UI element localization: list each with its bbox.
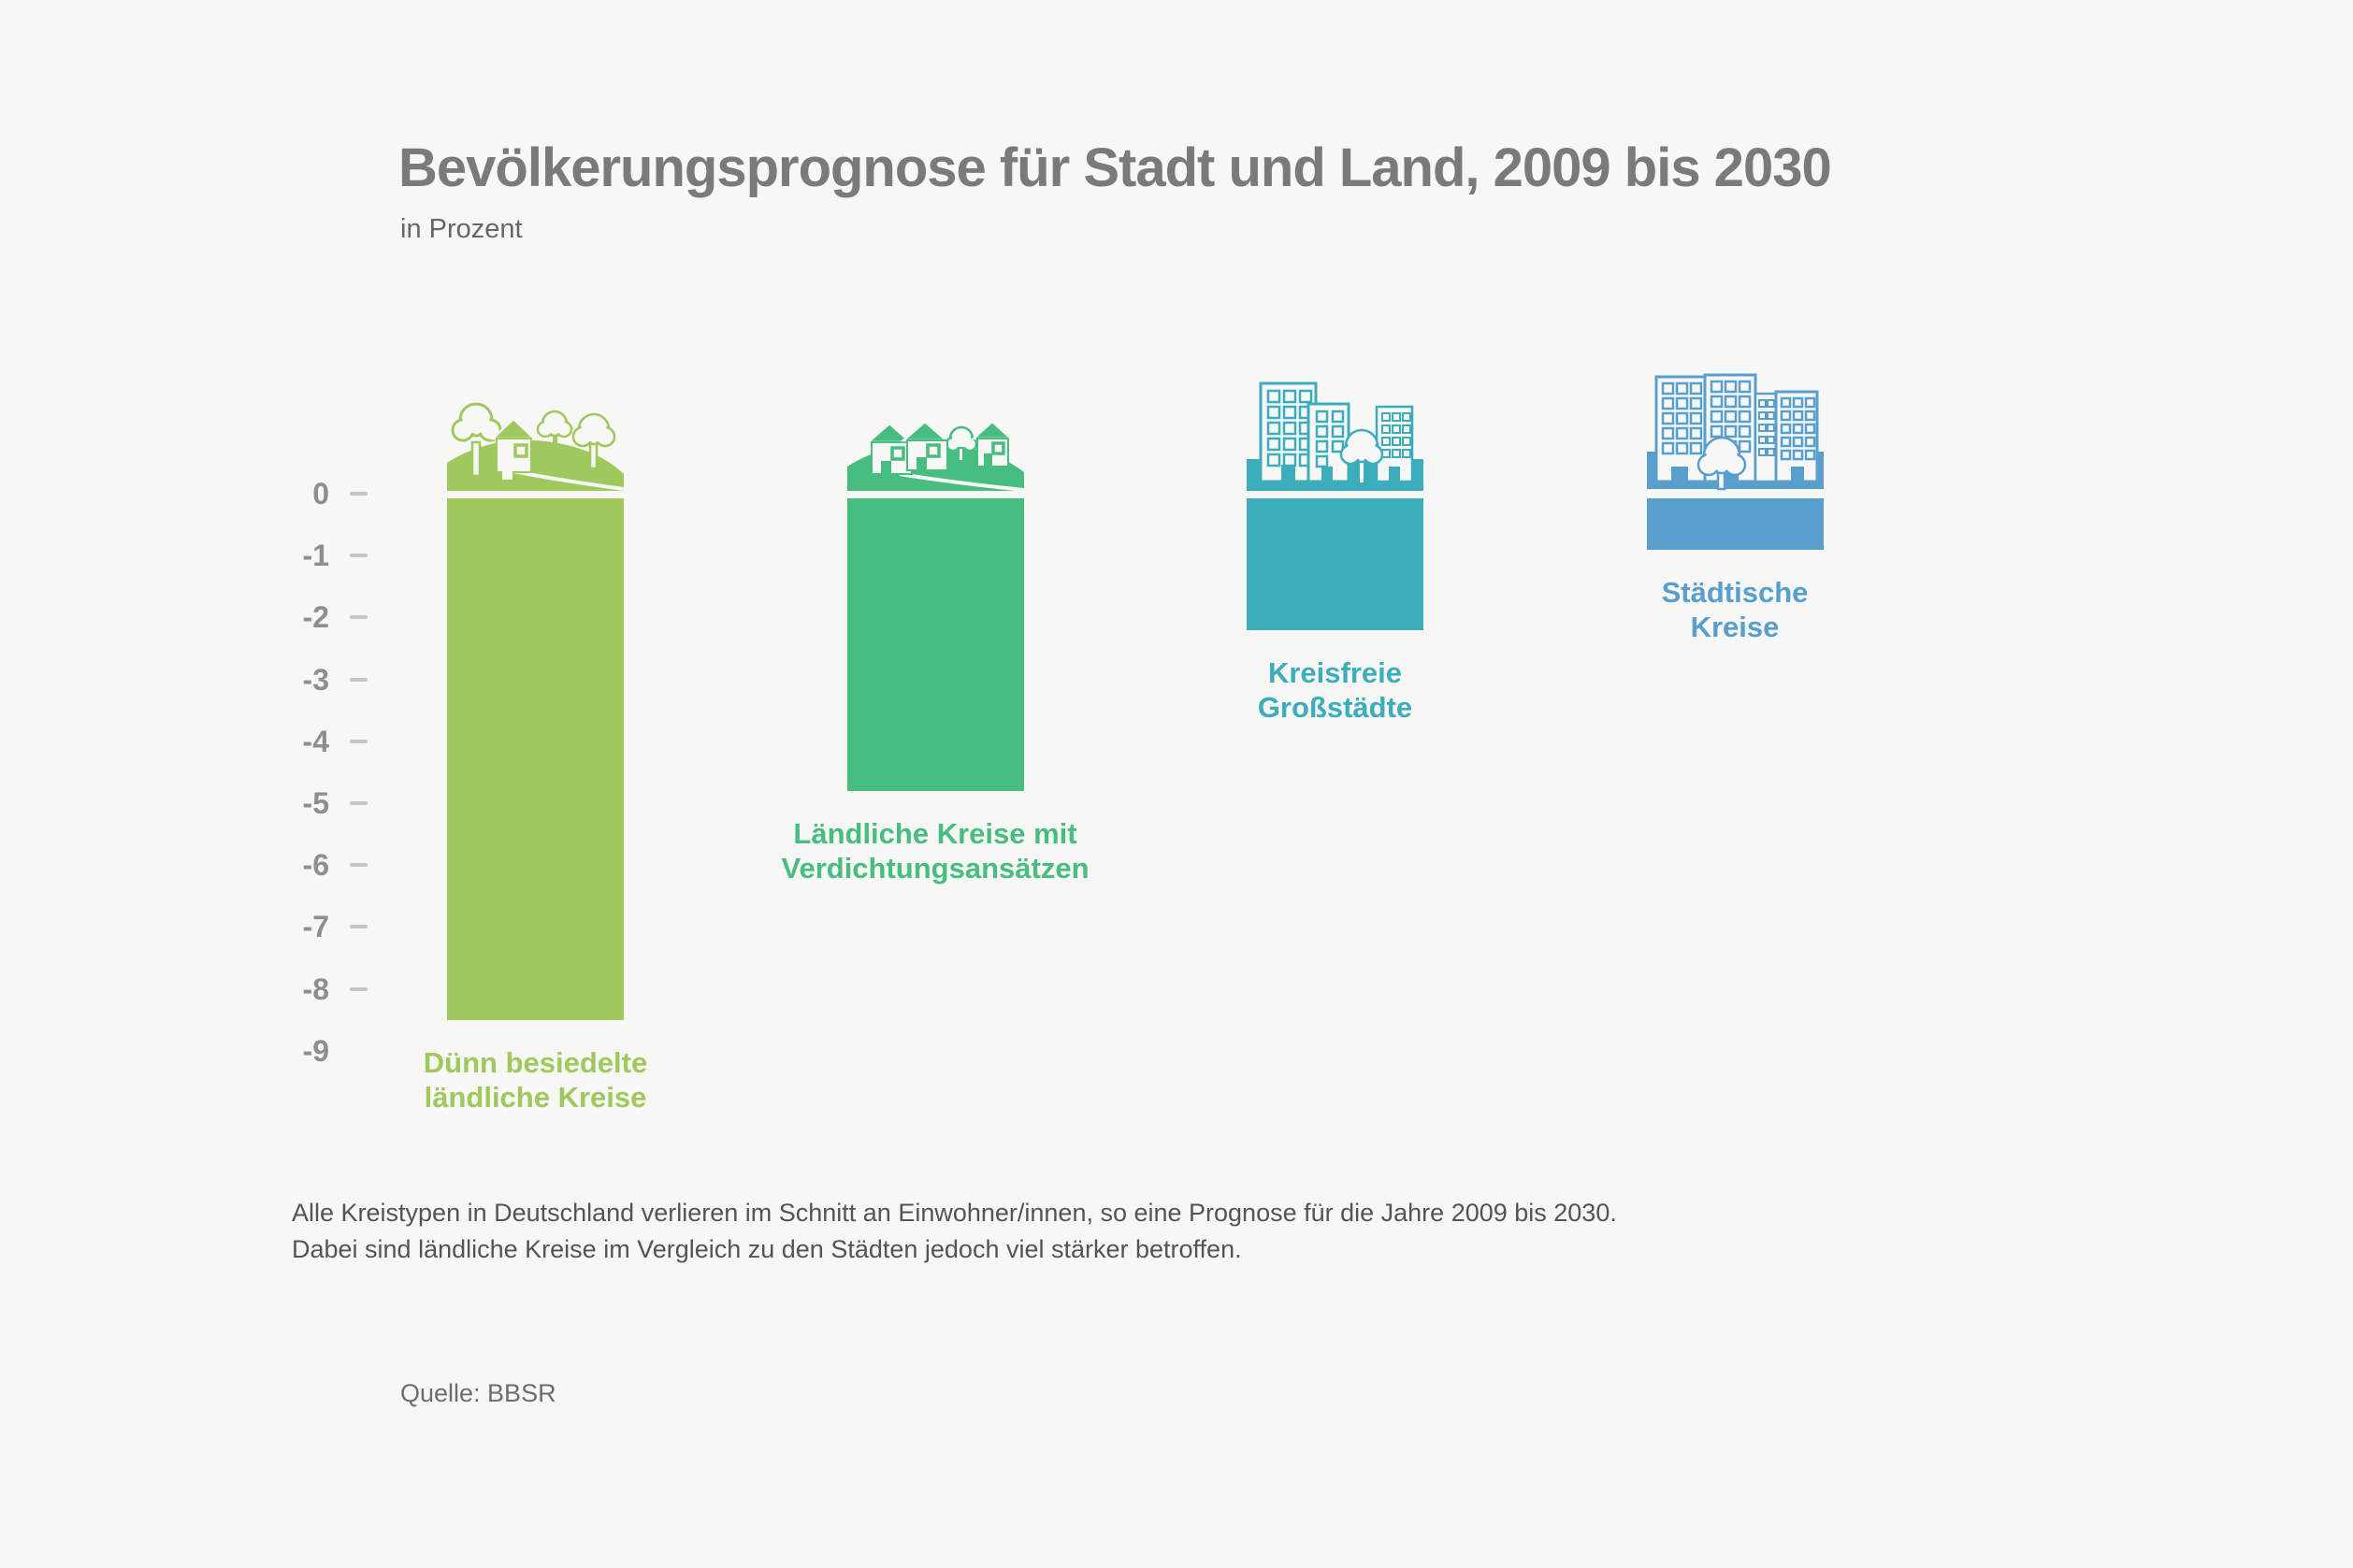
bar-group: Dünn besiedelte ländliche Kreise [424, 0, 647, 1568]
rural-sparse-icon [447, 396, 625, 496]
y-axis-tick-mark [350, 492, 368, 496]
y-axis-tick-label: -1 [302, 539, 329, 573]
bar-group: Kreisfreie Großstädte [1247, 0, 1423, 1568]
rural-village-icon [846, 420, 1024, 492]
bar [1247, 498, 1423, 630]
y-axis-tick-mark [350, 925, 368, 929]
y-axis-tick-label: -6 [302, 848, 329, 883]
y-axis-tick-label: 0 [312, 477, 329, 511]
city-icon [1247, 381, 1423, 491]
y-axis-tick-label: -7 [302, 910, 329, 944]
y-axis-tick-label: -3 [302, 662, 329, 697]
bar [1646, 498, 1824, 550]
y-axis-tick-mark [350, 554, 368, 558]
y-axis-tick-label: -2 [302, 600, 329, 635]
chart-subtitle: in Prozent [400, 214, 523, 244]
y-axis-tick-mark [350, 615, 368, 620]
y-axis-tick-label: -4 [302, 724, 329, 758]
bar-category-label-line: Kreisfreie [1267, 655, 1403, 689]
y-axis-tick-mark [350, 677, 368, 682]
big-city-icon [1646, 373, 1824, 491]
y-axis-tick-label: -8 [302, 971, 329, 1006]
bar-group: Städtische Kreise [1646, 0, 1824, 1568]
bar-group: Ländliche Kreise mit Verdichtungsansätzen [781, 0, 1090, 1568]
y-axis-tick-mark [350, 739, 368, 743]
bar-category-label-line: Verdichtungsansätzen [781, 851, 1090, 885]
rural-sparse-icon [447, 402, 625, 491]
bar-category-label: Dünn besiedelte ländliche Kreise [424, 1045, 647, 1115]
y-axis-tick-label: -5 [302, 786, 329, 820]
bar-category-label-line: Städtische [1661, 575, 1809, 609]
y-axis-tick-mark [350, 801, 368, 805]
big-city-icon [1646, 373, 1824, 496]
bar-category-label-line: Kreise [1690, 610, 1780, 643]
bar-category-label: Städtische Kreise [1662, 575, 1809, 644]
footnote-line: Dabei sind ländliche Kreise im Vergleich… [292, 1235, 1242, 1263]
y-axis-tick-mark [350, 986, 368, 991]
bar [447, 498, 624, 1020]
footnote: Alle Kreistypen in Deutschland verlieren… [292, 1195, 1617, 1268]
bar-category-label: Ländliche Kreise mit Verdichtungsansätzen [781, 816, 1089, 885]
y-axis-tick-label: -9 [302, 1033, 329, 1068]
y-axis-tick-mark [350, 863, 368, 868]
bar-category-label-line: Dünn besiedelte [423, 1045, 648, 1079]
rural-village-icon [846, 412, 1024, 496]
bar-category-label-line: Großstädte [1257, 690, 1413, 724]
footnote-line: Alle Kreistypen in Deutschland verlieren… [292, 1199, 1617, 1227]
bar-category-label-line: Ländliche Kreise mit [793, 816, 1077, 850]
source-credit: Quelle: BBSR [400, 1379, 556, 1407]
chart-title: Bevölkerungsprognose für Stadt und Land,… [398, 137, 1832, 198]
bar-category-label-line: ländliche Kreise [424, 1080, 647, 1114]
bar-category-label: Kreisfreie Großstädte [1258, 655, 1412, 725]
city-icon [1247, 379, 1423, 496]
bar [846, 498, 1024, 791]
